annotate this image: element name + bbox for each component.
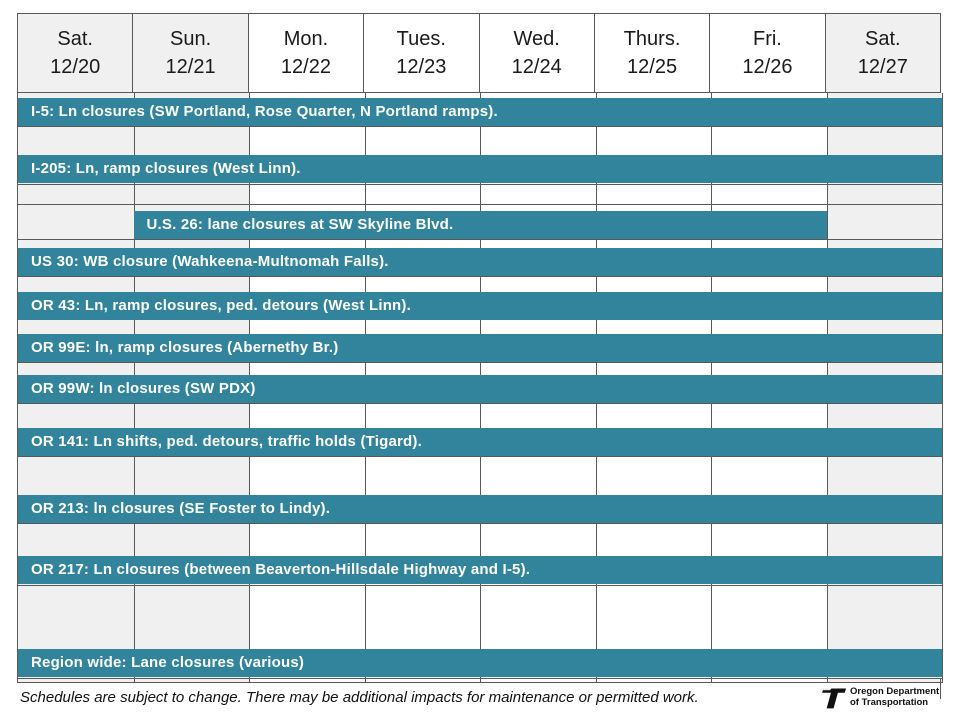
- closure-bar-or99w: OR 99W: ln closures (SW PDX): [18, 375, 942, 403]
- day-date: 12/27: [857, 56, 908, 78]
- day-date: 12/24: [511, 56, 562, 78]
- grid-hline: [18, 126, 942, 127]
- day-header-sat-1220: Sat. 12/20: [17, 13, 134, 93]
- day-header-fri-1226: Fri. 12/26: [710, 13, 826, 93]
- day-date: 12/21: [165, 56, 216, 78]
- day-date: 12/23: [396, 56, 447, 78]
- grid-hline: [18, 678, 942, 679]
- day-name: Sun.: [169, 28, 212, 50]
- grid-hline: [18, 523, 942, 524]
- day-header-tues-1223: Tues. 12/23: [364, 13, 480, 93]
- day-header-mon-1222: Mon. 12/22: [248, 13, 365, 93]
- odot-logo-icon: [821, 685, 847, 711]
- day-header-wed-1224: Wed. 12/24: [479, 13, 595, 93]
- day-header-sun-1221: Sun. 12/21: [133, 13, 249, 93]
- closure-bar-us26: U.S. 26: lane closures at SW Skyline Blv…: [133, 211, 827, 239]
- day-date: 12/20: [50, 56, 101, 78]
- day-header-sat-1227: Sat. 12/27: [825, 13, 941, 93]
- closure-bar-us30: US 30: WB closure (Wahkeena-Multnomah Fa…: [18, 248, 942, 276]
- calendar-grid: I-5: Ln closures (SW Portland, Rose Quar…: [17, 93, 943, 683]
- closure-bar-or43: OR 43: Ln, ramp closures, ped. detours (…: [18, 292, 942, 320]
- grid-hline: [18, 204, 942, 205]
- day-date: 12/26: [742, 56, 793, 78]
- odot-logo-line1: Oregon Department: [850, 686, 940, 698]
- disclaimer-note: Schedules are subject to change. There m…: [20, 689, 699, 706]
- odot-logo-text: Oregon Department of Transportation: [850, 686, 940, 709]
- grid-hline: [18, 276, 942, 277]
- grid-hline: [18, 239, 942, 240]
- table-right-border: [940, 678, 941, 699]
- day-date: 12/25: [627, 56, 678, 78]
- day-name: Sat.: [57, 28, 93, 50]
- odot-logo-line2: of Transportation: [850, 697, 929, 708]
- grid-hline: [18, 456, 942, 457]
- closure-bar-or213: OR 213: ln closures (SE Foster to Lindy)…: [18, 495, 942, 523]
- grid-hline: [18, 184, 942, 185]
- calendar-header-row: Sat. 12/20 Sun. 12/21 Mon. 12/22 Tues. 1…: [17, 13, 941, 93]
- grid-hline: [18, 585, 942, 586]
- day-header-thurs-1225: Thurs. 12/25: [594, 13, 711, 93]
- closure-bar-i205: I-205: Ln, ramp closures (West Linn).: [18, 155, 942, 183]
- day-name: Fri.: [752, 28, 782, 50]
- grid-hline: [18, 403, 942, 404]
- day-name: Thurs.: [623, 28, 681, 50]
- day-date: 12/22: [280, 56, 331, 78]
- day-name: Wed.: [513, 28, 560, 50]
- closure-bar-region-wide: Region wide: Lane closures (various): [18, 649, 942, 677]
- day-name: Tues.: [396, 28, 446, 50]
- odot-logo: Oregon Department of Transportation: [821, 685, 939, 711]
- closure-bar-or141: OR 141: Ln shifts, ped. detours, traffic…: [18, 428, 942, 456]
- closure-bar-i5: I-5: Ln closures (SW Portland, Rose Quar…: [18, 98, 942, 126]
- closure-bar-or99e: OR 99E: ln, ramp closures (Abernethy Br.…: [18, 334, 942, 362]
- grid-hline: [18, 362, 942, 363]
- closure-bar-or217: OR 217: Ln closures (between Beaverton-H…: [18, 556, 942, 584]
- day-name: Mon.: [283, 28, 329, 50]
- day-name: Sat.: [865, 28, 901, 50]
